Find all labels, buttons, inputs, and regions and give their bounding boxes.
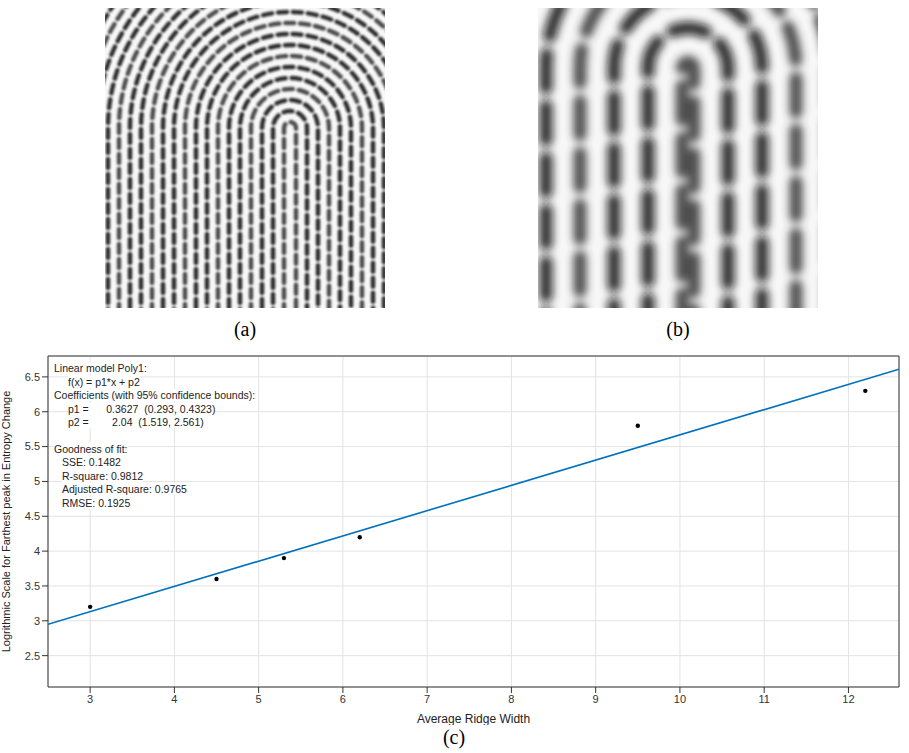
svg-text:8: 8 [508, 693, 514, 705]
svg-text:5.5: 5.5 [25, 440, 40, 452]
svg-text:6: 6 [34, 406, 40, 418]
html-text:p1 = 0.3627 (0.293, 0.4323): p1 = 0.3627 (0.293, 0.4323) [68, 402, 216, 415]
svg-text:5: 5 [34, 475, 40, 487]
svg-text:3: 3 [87, 693, 93, 705]
svg-text:2.5: 2.5 [25, 650, 40, 662]
html-text:(b): (b) [666, 318, 690, 340]
svg-text:11: 11 [758, 693, 769, 705]
svg-text:3: 3 [34, 615, 40, 627]
html-text:(a): (a) [233, 318, 257, 340]
html-text:R-square: 0.9812: R-square: 0.9812 [62, 469, 144, 482]
html-text:Linear model Poly1:: Linear model Poly1: [54, 362, 147, 374]
svg-text:Logrithmic Scale for Farthest: Logrithmic Scale for Farthest peak in En… [0, 391, 12, 653]
svg-text:4: 4 [34, 545, 40, 557]
svg-text:5: 5 [256, 693, 262, 705]
svg-text:4: 4 [171, 693, 177, 705]
html-text:Coefficients (with 95% confide: Coefficients (with 95% confidence bounds… [54, 389, 256, 401]
html-text:Adjusted R-square: 0.9765: Adjusted R-square: 0.9765 [62, 483, 187, 495]
svg-text:6.5: 6.5 [25, 371, 40, 383]
svg-text:4.5: 4.5 [25, 510, 40, 522]
html-text:(c): (c) [442, 726, 466, 748]
html-text:RMSE: 0.1925: RMSE: 0.1925 [62, 496, 131, 509]
svg-text:7: 7 [424, 693, 430, 705]
svg-text:12: 12 [842, 693, 854, 705]
svg-text:Average Ridge Width: Average Ridge Width [417, 712, 530, 725]
html-text:Goodness of fit:: Goodness of fit: [54, 442, 128, 455]
html-text:p2 = 2.04 (1.519, 2.561): p2 = 2.04 (1.519, 2.561) [68, 416, 204, 428]
svg-text:3.5: 3.5 [25, 580, 40, 592]
svg-text:10: 10 [674, 693, 686, 705]
svg-text:9: 9 [593, 693, 599, 705]
html-text:f(x) = p1*x + p2: f(x) = p1*x + p2 [68, 375, 140, 388]
html-text:SSE: 0.1482: SSE: 0.1482 [62, 456, 121, 468]
svg-text:6: 6 [340, 693, 346, 705]
